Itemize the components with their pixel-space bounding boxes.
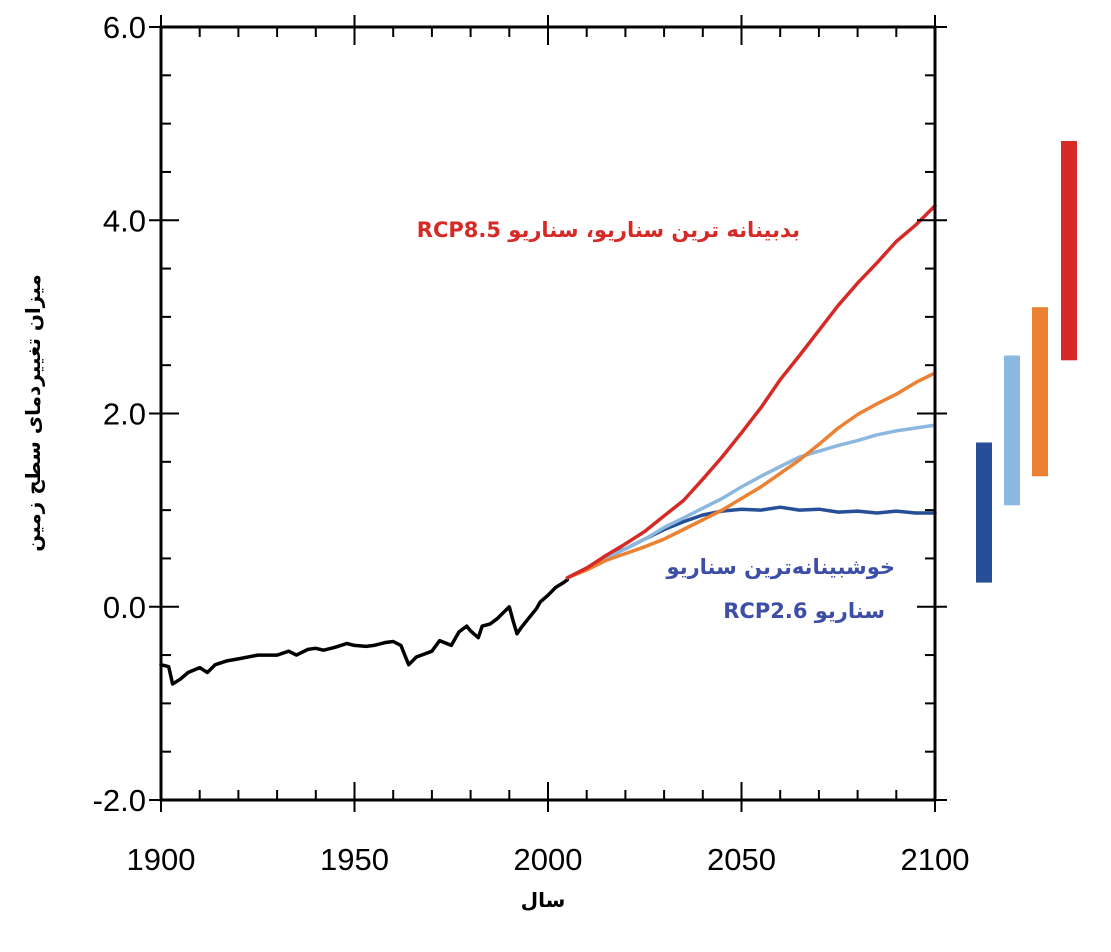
range-bar-2 [1032,307,1048,477]
y-tick-label: 4.0 [103,203,146,238]
series-line-3 [565,371,937,580]
y-tick-labels: -2.0 0.0 2.0 4.0 6.0 [93,10,146,818]
x-tick-label: 1900 [127,842,196,877]
range-bar-1 [1004,355,1020,506]
y-tick-label: 6.0 [103,10,146,45]
series-lines [159,204,937,686]
annotation-rcp85: بدبینانه ترین سناریو، سناریو RCP8.5 [417,218,800,242]
x-tick-label: 2050 [707,842,776,877]
x-tick-labels: 1900 1950 2000 2050 2100 [127,842,970,877]
annotation-best-scenario: خوشبینانه‌ترین سناریو [666,555,895,579]
range-bar-3 [1061,141,1077,361]
x-axis-title: سال [521,888,566,912]
range-bars [976,141,1077,583]
axis-ticks [149,15,947,812]
series-line-4 [565,204,937,580]
y-tick-label: -2.0 [93,783,146,818]
y-axis-title: میزان تغییردمای سطح زمین [21,274,45,551]
y-tick-label: 0.0 [103,590,146,625]
y-tick-label: 2.0 [103,397,146,432]
x-tick-label: 2000 [514,842,583,877]
plot-frame [159,25,937,802]
x-tick-label: 2100 [901,842,970,877]
annotation-rcp26: سناریو RCP2.6 [723,599,885,623]
series-line-2 [565,423,937,580]
x-tick-label: 1950 [320,842,389,877]
range-bar-0 [976,442,992,583]
series-line-0 [159,577,570,686]
